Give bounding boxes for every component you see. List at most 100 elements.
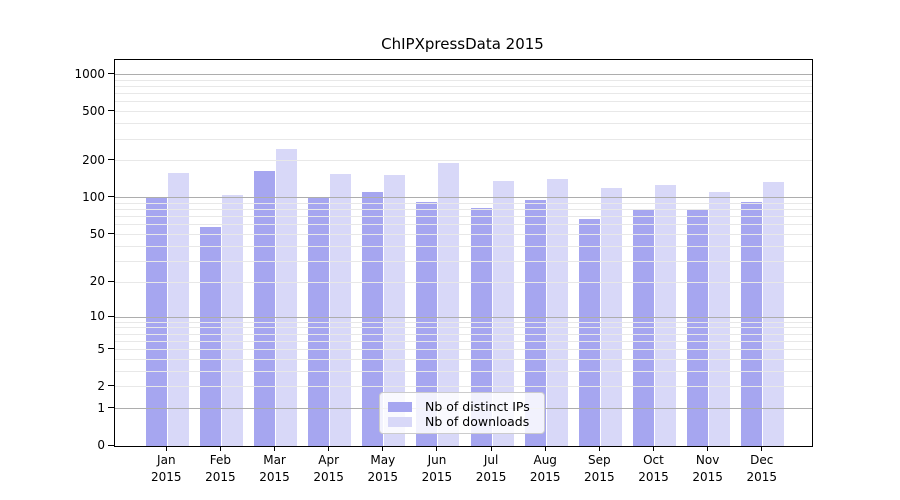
x-axis-tick-label-jun: Jun 2015	[409, 452, 465, 486]
x-axis-tick-feb	[219, 446, 221, 451]
bar-jun-distinct-ips	[416, 202, 438, 446]
bar-jun-downloads	[438, 163, 460, 446]
x-label-month: Jan	[157, 453, 176, 467]
x-axis-tick-label-jan: Jan 2015	[138, 452, 194, 486]
major-gridline-100	[115, 197, 812, 199]
minor-gridline-5	[115, 349, 812, 351]
plot-area	[114, 59, 813, 447]
x-axis-tick-label-oct: Oct 2015	[625, 452, 681, 486]
x-axis-tick-label-nov: Nov 2015	[680, 452, 736, 486]
x-axis-tick-label-aug: Aug 2015	[517, 452, 573, 486]
bar-jan-downloads	[167, 173, 189, 446]
y-axis-tick-50	[108, 233, 114, 235]
bar-oct-downloads	[654, 184, 676, 446]
minor-gridline-7	[115, 333, 812, 335]
x-label-month: Oct	[643, 453, 664, 467]
y-axis-tick-100	[108, 196, 114, 198]
minor-gridline-8	[115, 327, 812, 329]
bar-mar-downloads	[276, 148, 298, 446]
bar-feb-downloads	[221, 194, 243, 446]
chart-title: ChIPXpressData 2015	[381, 35, 544, 53]
x-axis-tick-label-may: May 2015	[355, 452, 411, 486]
minor-gridline-200	[115, 160, 812, 162]
bar-may-distinct-ips	[362, 191, 384, 446]
y-axis-tick-10	[108, 315, 114, 317]
y-axis-tick-label: 500	[82, 103, 105, 118]
x-label-year: 2015	[367, 470, 399, 484]
x-label-year: 2015	[584, 470, 615, 484]
y-axis-tick-5	[108, 348, 114, 350]
y-axis-tick-1	[108, 407, 114, 409]
x-axis-tick-label-sep: Sep 2015	[571, 452, 627, 486]
x-label-year: 2015	[313, 470, 344, 484]
x-axis-tick-mar	[274, 446, 276, 451]
minor-gridline-2	[115, 386, 812, 388]
bar-jul-downloads	[492, 180, 514, 446]
y-axis-tick-500	[108, 110, 114, 112]
x-axis-tick-label-feb: Feb 2015	[192, 452, 248, 486]
minor-gridline-30	[115, 260, 812, 262]
minor-gridline-9	[115, 321, 812, 323]
x-label-month: Sep	[588, 453, 611, 467]
x-axis-tick-label-dec: Dec 2015	[734, 452, 790, 486]
legend-swatch-distinct-ips	[388, 401, 412, 412]
legend-swatch-downloads	[388, 416, 412, 427]
minor-gridline-400	[115, 123, 812, 125]
y-axis-tick-label: 10	[89, 309, 105, 324]
minor-gridline-3	[115, 370, 812, 372]
legend: Nb of distinct IPs Nb of downloads	[379, 392, 545, 434]
x-label-year: 2015	[638, 470, 669, 484]
bar-dec-distinct-ips	[741, 202, 763, 446]
y-axis-tick-0	[108, 444, 114, 446]
minor-gridline-900	[115, 79, 812, 81]
y-axis-tick-label: 200	[82, 152, 105, 167]
x-label-month: Feb	[209, 453, 232, 467]
bar-nov-downloads	[709, 192, 731, 446]
x-axis-tick-label-mar: Mar 2015	[247, 452, 303, 486]
legend-row-downloads: Nb of downloads	[388, 414, 544, 429]
x-label-year: 2015	[746, 470, 777, 484]
y-axis-tick-label: 100	[82, 189, 105, 204]
y-axis-tick-label: 2	[97, 378, 105, 393]
x-label-month: Dec	[750, 453, 774, 467]
x-axis-tick-jan	[165, 446, 167, 451]
minor-gridline-60	[115, 224, 812, 226]
minor-gridline-500	[115, 111, 812, 113]
bar-sep-distinct-ips	[578, 219, 600, 446]
x-axis-tick-apr	[328, 446, 330, 451]
major-gridline-1000	[115, 74, 812, 76]
minor-gridline-70	[115, 216, 812, 218]
x-label-month: Nov	[695, 453, 720, 467]
bar-apr-downloads	[330, 173, 352, 446]
minor-gridline-600	[115, 101, 812, 103]
x-axis-tick-sep	[598, 446, 600, 451]
x-axis-tick-jul	[490, 446, 492, 451]
x-label-year: 2015	[475, 470, 507, 484]
x-label-month: Mar	[263, 453, 286, 467]
y-axis-tick-200	[108, 159, 114, 161]
y-axis-tick-20	[108, 280, 114, 282]
x-label-year: 2015	[205, 470, 236, 484]
y-axis-tick-2	[108, 385, 114, 387]
bar-may-downloads	[384, 174, 406, 446]
y-axis-tick-label: 0	[97, 438, 105, 452]
x-label-month: Jul	[483, 453, 499, 467]
x-label-year: 2015	[151, 470, 182, 484]
bar-dec-downloads	[763, 182, 785, 446]
x-axis-tick-nov	[707, 446, 709, 451]
x-label-year: 2015	[421, 470, 453, 484]
y-axis-tick-label: 50	[89, 226, 105, 241]
x-label-year: 2015	[692, 470, 723, 484]
minor-gridline-20	[115, 281, 812, 283]
y-axis-tick-1000	[108, 73, 114, 75]
minor-gridline-800	[115, 86, 812, 88]
x-axis-tick-label-jul: Jul 2015	[463, 452, 519, 486]
x-label-month: Aug	[533, 453, 557, 467]
minor-gridline-80	[115, 209, 812, 211]
x-label-month: Apr	[318, 453, 340, 467]
x-axis-tick-dec	[761, 446, 763, 451]
minor-gridline-40	[115, 245, 812, 247]
legend-label: Nb of downloads	[425, 414, 530, 429]
minor-gridline-4	[115, 358, 812, 360]
